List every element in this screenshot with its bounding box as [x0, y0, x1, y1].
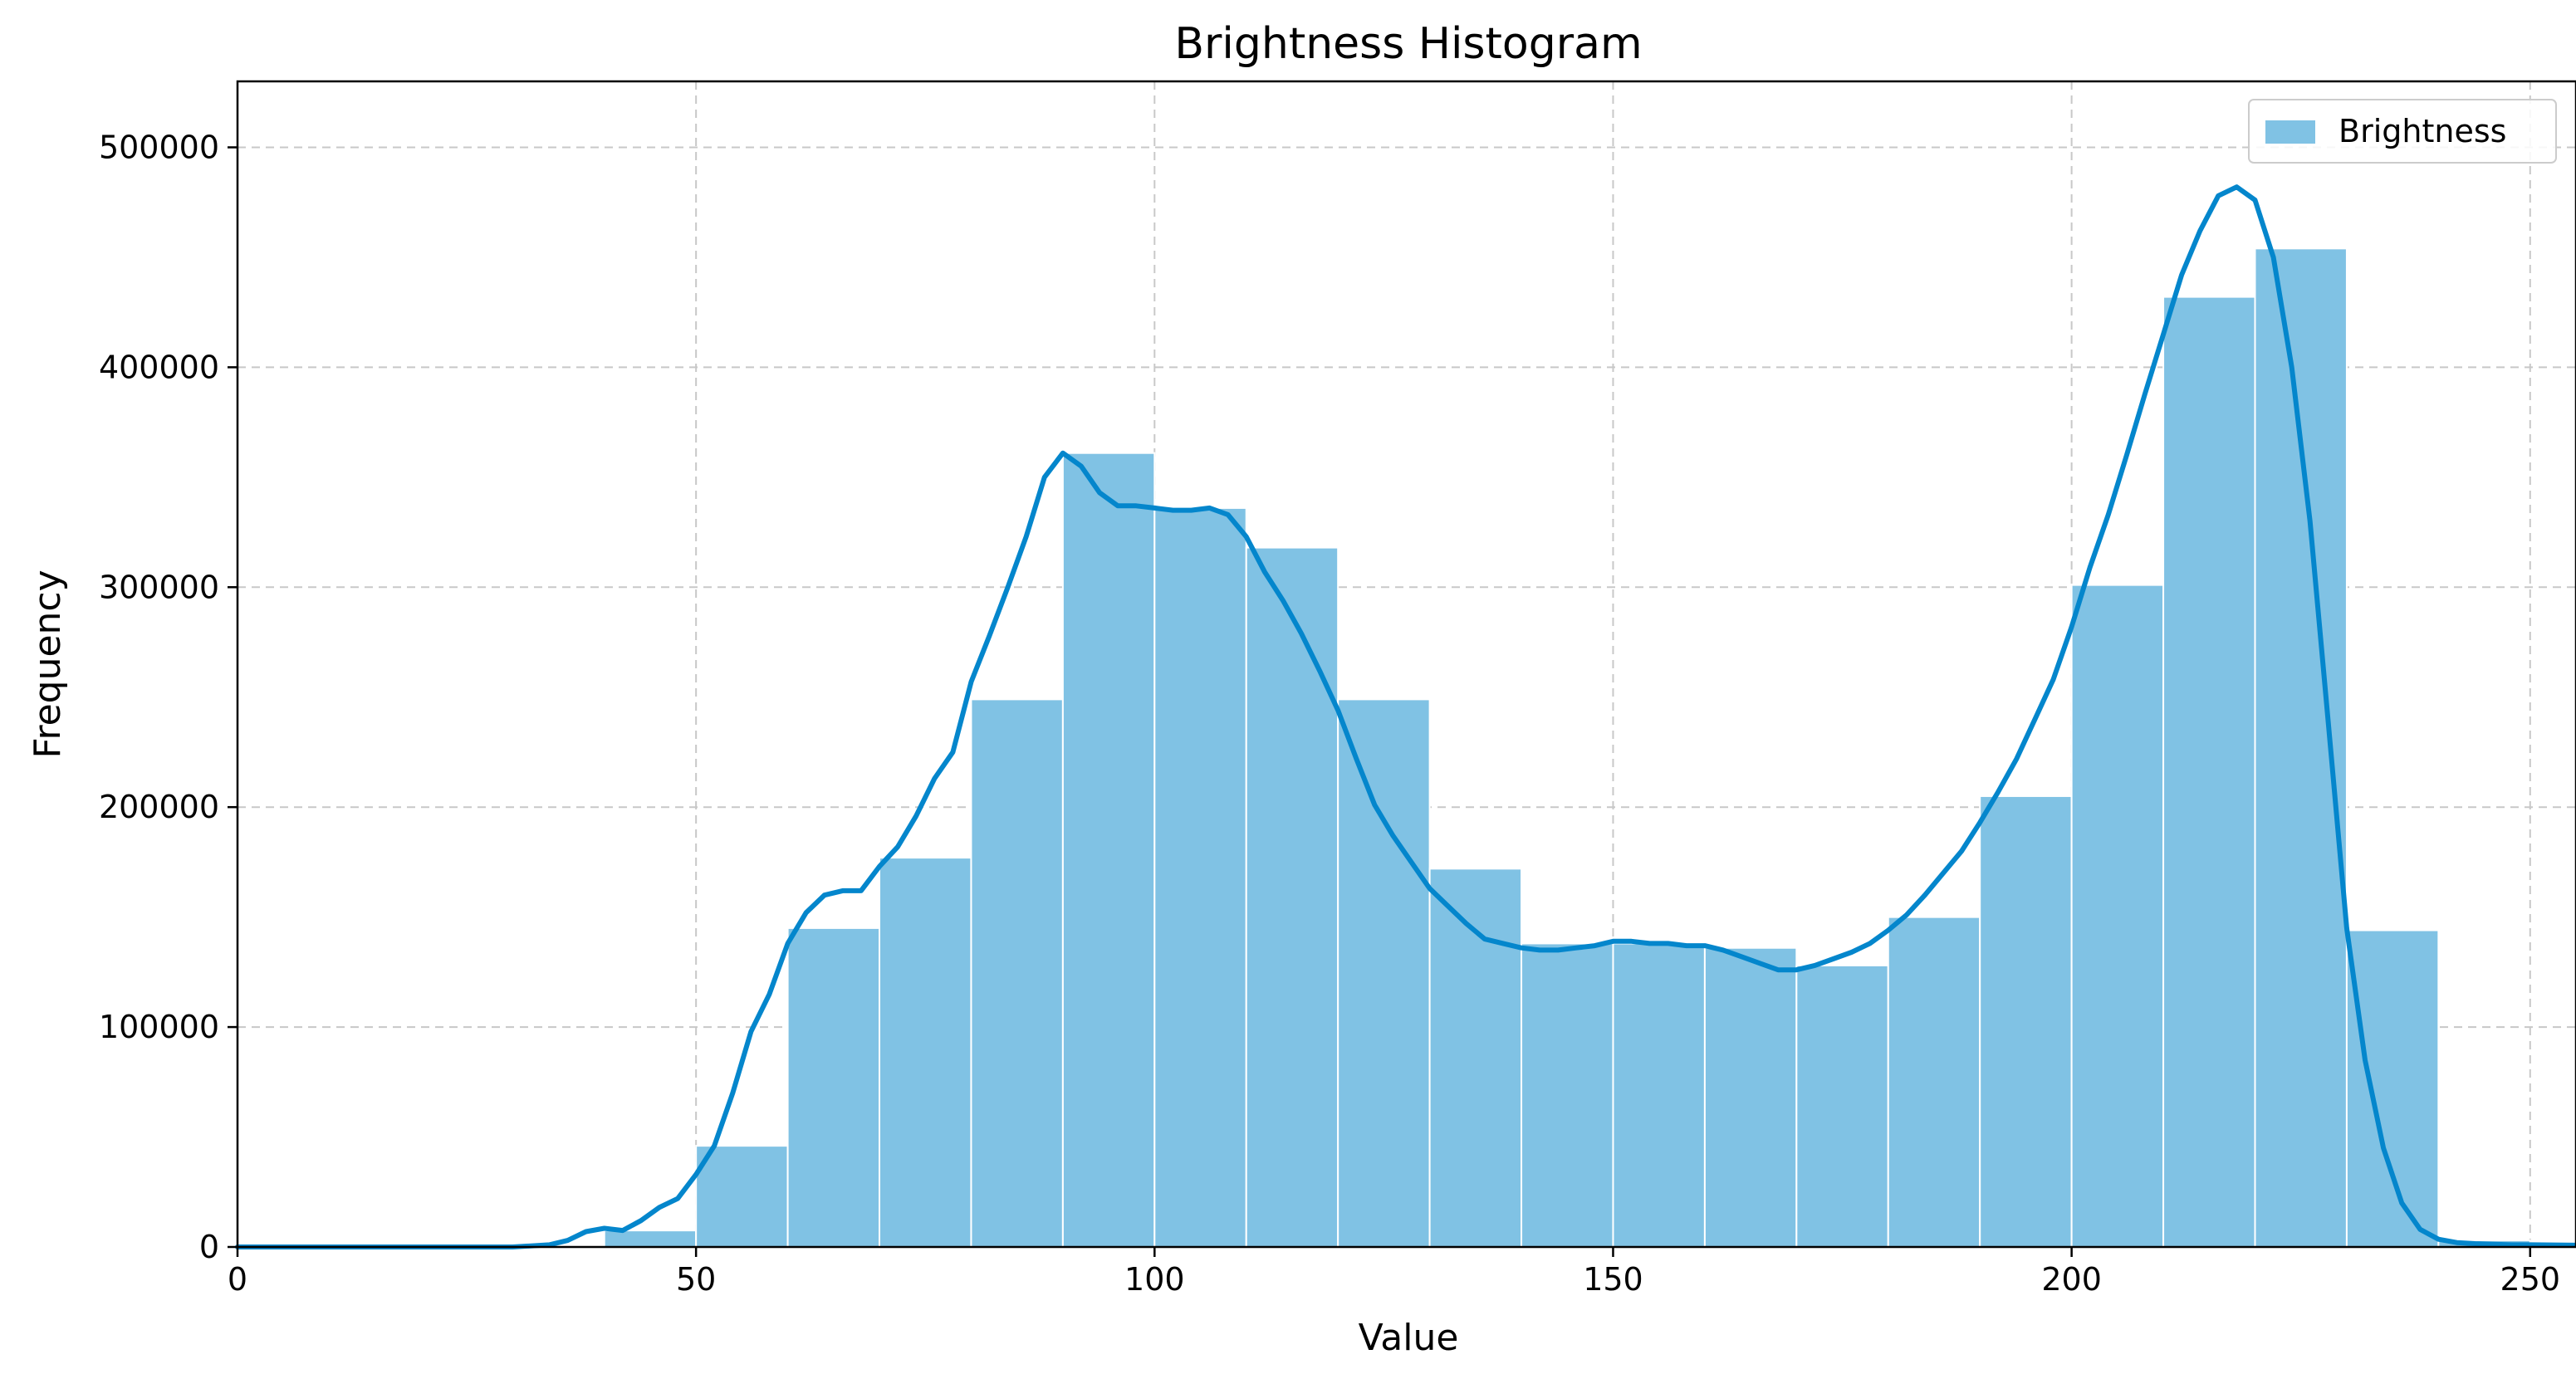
plot-frame — [236, 80, 2576, 1249]
histogram-bar — [1887, 916, 1981, 1248]
histogram-bar — [2070, 584, 2165, 1248]
x-tick-label: 100 — [1124, 1261, 1185, 1298]
histogram-bar — [695, 1145, 789, 1249]
histogram-bar — [1612, 942, 1706, 1248]
histogram-bar — [1979, 795, 2073, 1248]
histogram-bar — [1428, 868, 1523, 1249]
y-tick-label: 400000 — [99, 349, 219, 385]
y-tick-label: 200000 — [99, 789, 219, 825]
histogram-bar — [1061, 452, 1156, 1248]
x-tick-label: 50 — [676, 1261, 716, 1298]
x-tick-label: 0 — [228, 1261, 247, 1298]
histogram-bar — [1153, 506, 1247, 1248]
y-tick-label: 300000 — [99, 569, 219, 605]
density-curve — [235, 184, 2576, 1249]
histogram-bar — [1337, 698, 1431, 1248]
x-tick-label: 250 — [2500, 1261, 2561, 1298]
y-tick-label: 100000 — [99, 1009, 219, 1045]
histogram-bars — [512, 247, 2576, 1249]
histogram-bar — [1795, 964, 1889, 1249]
histogram-bar — [603, 1230, 698, 1249]
y-axis-label: Frequency — [27, 570, 69, 758]
legend-box — [2248, 99, 2557, 164]
x-axis-ticks: 0 50 100 150 200 250 — [228, 1247, 2560, 1298]
legend-label-brightness: Brightness — [2338, 113, 2506, 149]
legend-swatch — [2265, 120, 2315, 144]
x-axis-label: Value — [1359, 1317, 1459, 1359]
y-tick-label: 0 — [199, 1229, 219, 1265]
x-tick-label: 150 — [1583, 1261, 1643, 1298]
y-axis-ticks: 0 100000 200000 300000 400000 500000 — [99, 129, 238, 1265]
x-tick-label: 200 — [2041, 1261, 2102, 1298]
histogram-bar — [879, 857, 972, 1248]
density-curve-layer — [235, 184, 2576, 1249]
histogram-bar — [970, 698, 1064, 1248]
chart-title: Brightness Histogram — [1174, 19, 1642, 69]
histogram-bar — [2345, 929, 2440, 1249]
histogram-bar — [786, 927, 881, 1249]
histogram-bar — [1521, 942, 1614, 1248]
histogram-bar — [1703, 946, 1798, 1248]
y-tick-label: 500000 — [99, 129, 219, 165]
histogram-bar — [2162, 296, 2256, 1248]
legend: Brightness — [2248, 99, 2557, 164]
histogram-bar — [1245, 546, 1339, 1248]
